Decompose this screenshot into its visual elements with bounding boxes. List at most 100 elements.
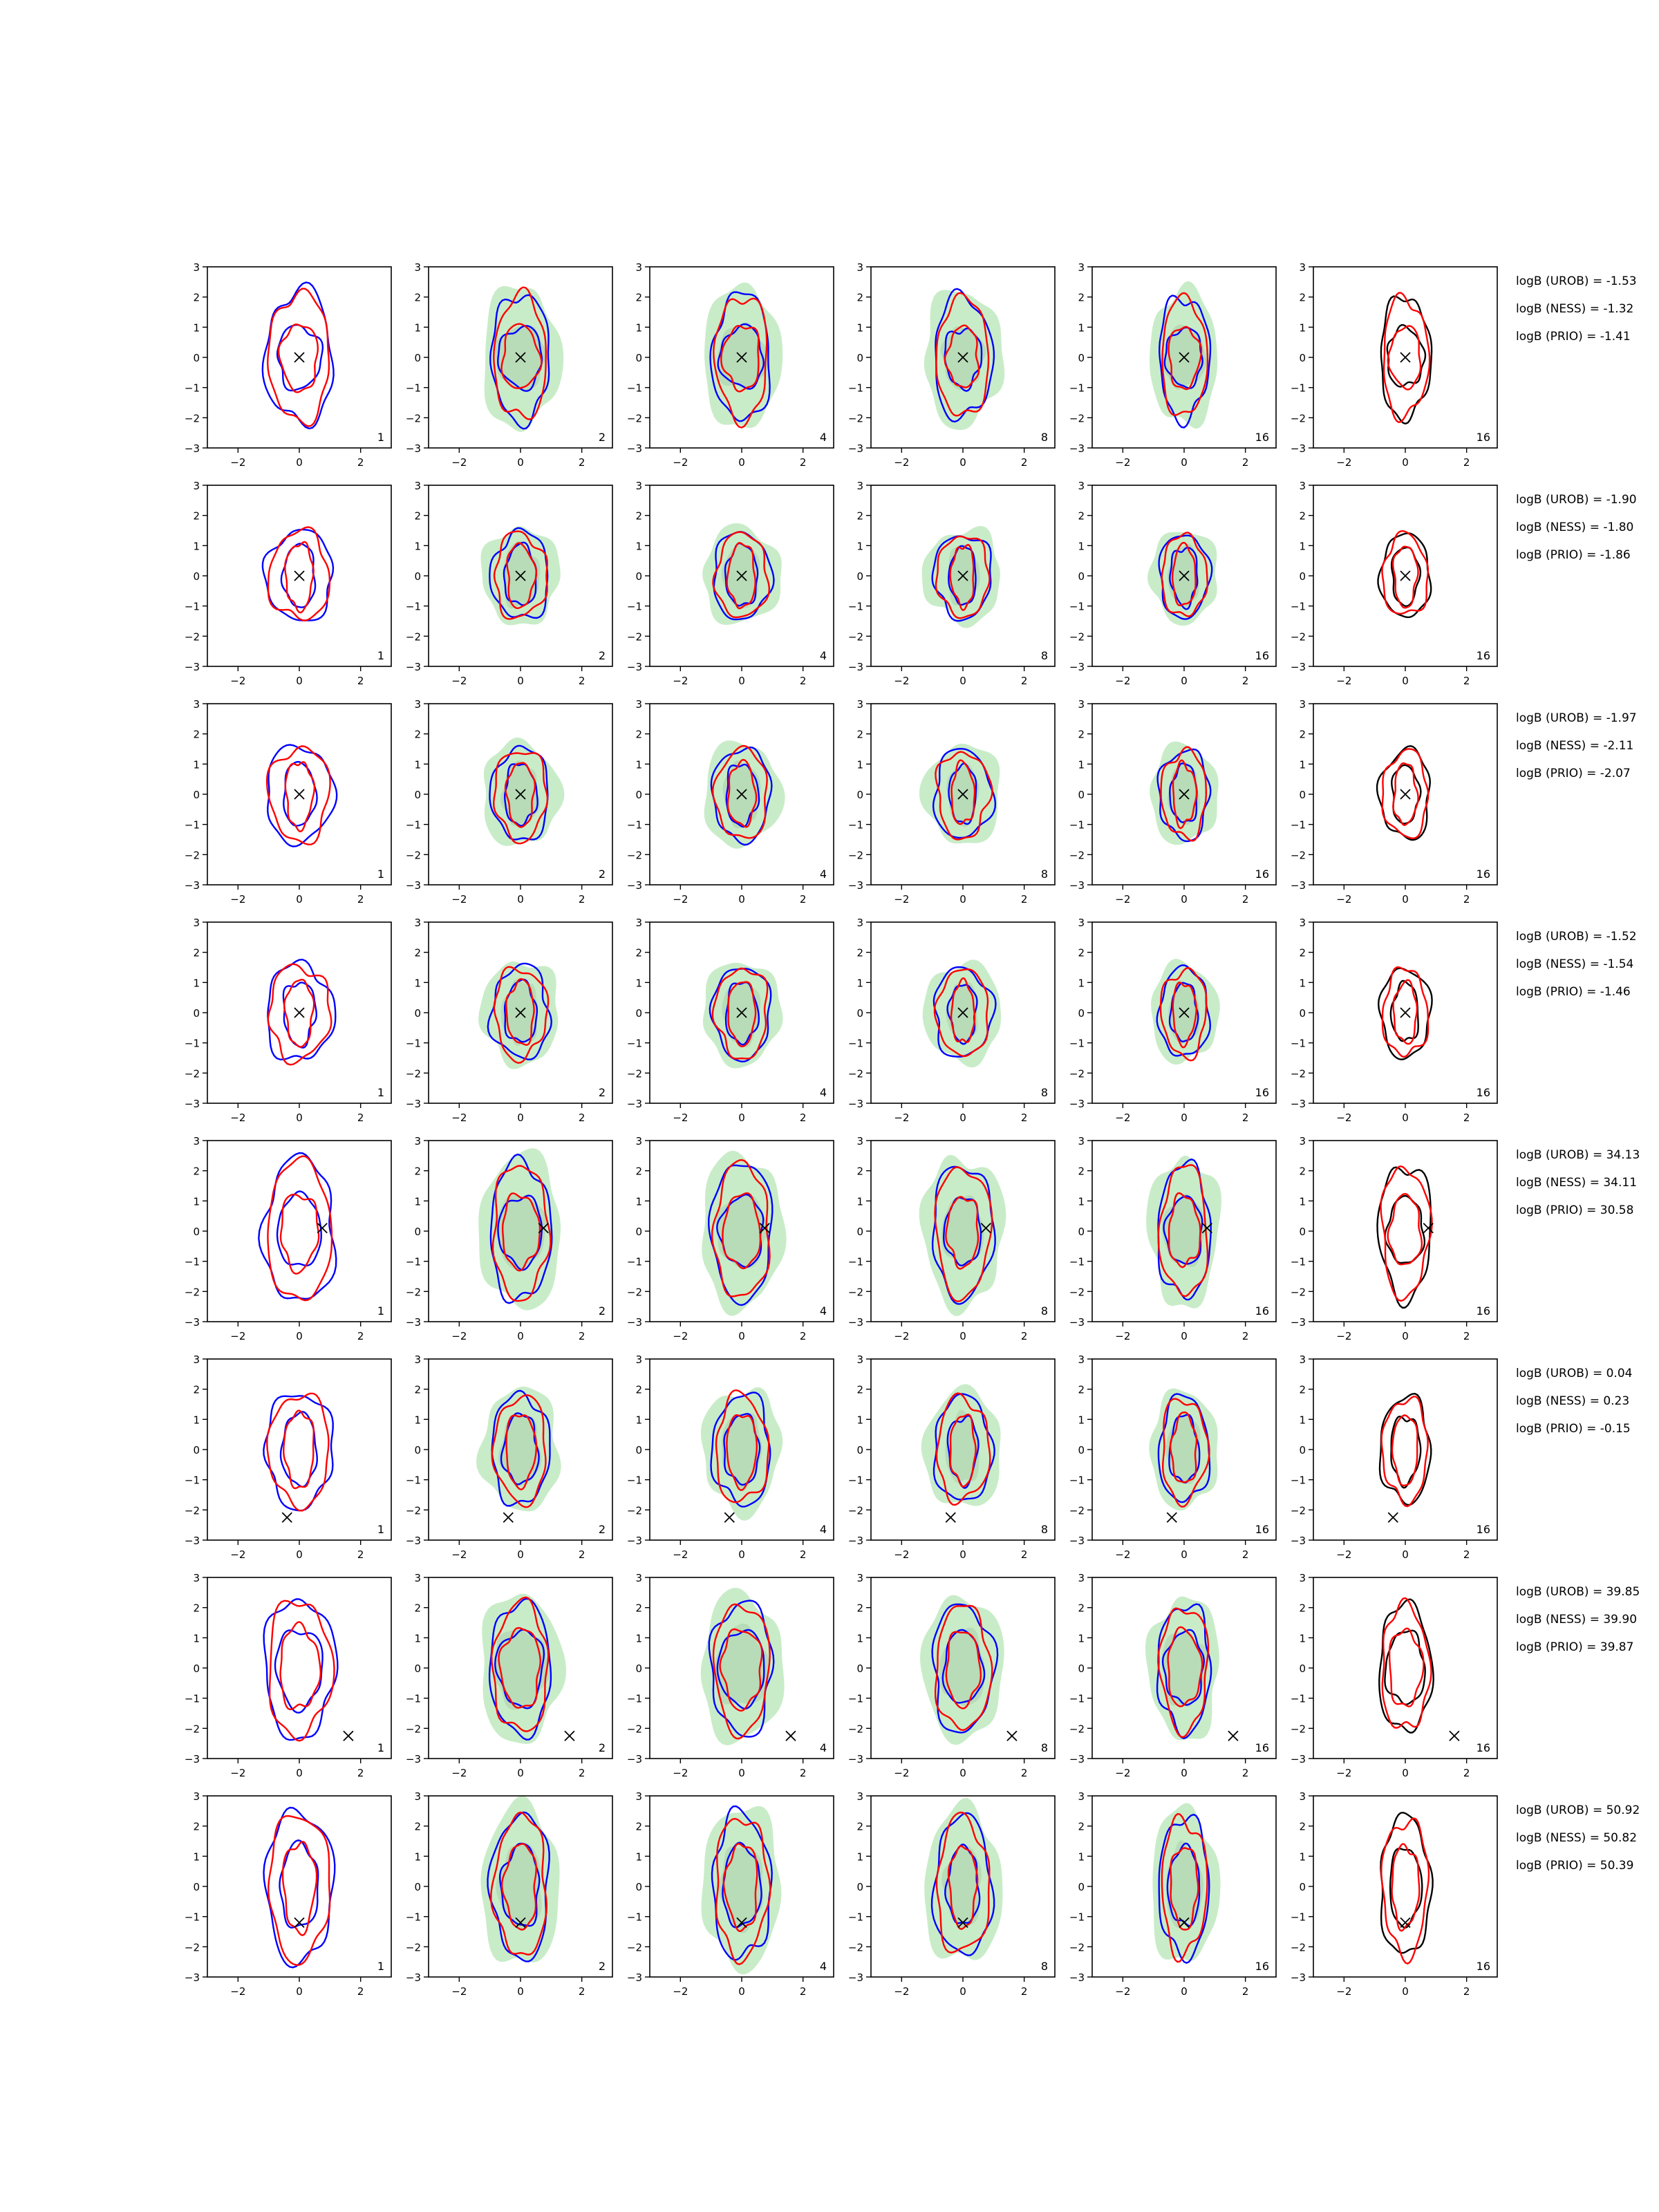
y-tick-label: 2 xyxy=(635,1165,642,1178)
y-tick-label: 0 xyxy=(856,1881,863,1893)
contour-outer-b xyxy=(712,1603,771,1740)
y-tick-label: 1 xyxy=(856,758,863,771)
y-tick-label: −1 xyxy=(185,1474,200,1487)
y-tick-label: −2 xyxy=(406,1286,421,1298)
y-tick-label: 3 xyxy=(414,698,421,711)
axes-frame xyxy=(1313,1358,1498,1541)
x-tick-label: 0 xyxy=(1402,1330,1409,1342)
panel-r3-c2: −3 −2 −1 0 1 2 3 −2 0 2 2 xyxy=(406,698,613,906)
y-tick-label: −1 xyxy=(1291,1911,1306,1924)
contour-inner-b xyxy=(505,977,535,1046)
x-tick-label: 0 xyxy=(738,1548,745,1561)
true-value-marker xyxy=(957,352,968,363)
true-value-marker xyxy=(736,570,747,581)
x-tick-label: 0 xyxy=(517,1548,524,1561)
prior-fill-inner xyxy=(494,1194,547,1270)
y-tick-label: −3 xyxy=(185,1971,200,1984)
contour-inner-a xyxy=(1390,1415,1422,1489)
y-tick-label: 2 xyxy=(1299,510,1306,523)
contour-inner-a xyxy=(276,324,324,392)
y-tick-label: 1 xyxy=(1078,977,1085,989)
true-value-marker xyxy=(1179,789,1190,800)
contour-inner-b xyxy=(1391,545,1419,609)
y-tick-label: 3 xyxy=(414,1135,421,1147)
y-tick-label: 0 xyxy=(414,1881,421,1893)
y-tick-label: 0 xyxy=(1299,570,1306,583)
y-tick-label: 2 xyxy=(856,1384,863,1396)
y-tick-label: 3 xyxy=(635,698,642,711)
y-tick-label: −3 xyxy=(1291,1971,1306,1984)
x-tick-label: 0 xyxy=(959,675,966,687)
y-tick-label: 0 xyxy=(856,570,863,583)
y-tick-label: 0 xyxy=(414,1226,421,1238)
panel-sample-label: 1 xyxy=(377,431,384,444)
y-tick-label: 1 xyxy=(414,1850,421,1863)
y-tick-label: −2 xyxy=(185,1723,200,1735)
true-value-marker xyxy=(957,570,968,581)
y-tick-label: 1 xyxy=(856,1632,863,1644)
panel-sample-label: 4 xyxy=(820,1086,827,1099)
panel-sample-label: 16 xyxy=(1477,1086,1490,1099)
y-tick-label: 1 xyxy=(193,977,200,989)
x-tick-label: 2 xyxy=(357,675,364,687)
contour-outer-a xyxy=(261,281,335,430)
y-tick-label: 2 xyxy=(856,1165,863,1178)
y-tick-label: −3 xyxy=(1291,1535,1306,1547)
logB-label: logB (PRIO) = 39.87 xyxy=(1516,1640,1633,1654)
contour-outer-a xyxy=(487,1811,550,1962)
contour-outer-b xyxy=(1161,532,1208,617)
panel-sample-label: 16 xyxy=(1255,868,1269,881)
x-tick-label: 0 xyxy=(517,675,524,687)
x-tick-label: 2 xyxy=(800,893,807,906)
true-value-marker xyxy=(1006,1730,1018,1741)
y-tick-label: −3 xyxy=(406,1535,421,1547)
panel-r6-c6: −3 −2 −1 0 1 2 3 −2 0 2 16 xyxy=(1291,1353,1498,1561)
y-tick-label: 1 xyxy=(193,758,200,771)
y-tick-label: 3 xyxy=(1299,1135,1306,1147)
contour-inner-b xyxy=(1391,1843,1421,1932)
y-tick-label: 3 xyxy=(193,1353,200,1366)
y-tick-label: 2 xyxy=(1299,947,1306,959)
logB-label: logB (UROB) = 50.92 xyxy=(1516,1803,1640,1817)
panel-r7-c6: −3 −2 −1 0 1 2 3 −2 0 2 16 xyxy=(1291,1572,1498,1779)
x-tick-label: −2 xyxy=(451,456,467,469)
y-tick-label: −3 xyxy=(848,442,863,455)
x-tick-label: −2 xyxy=(1115,675,1130,687)
x-tick-label: −2 xyxy=(1336,1548,1351,1561)
x-tick-label: −2 xyxy=(451,1112,467,1124)
panel-sample-label: 2 xyxy=(599,1086,606,1099)
y-tick-label: −3 xyxy=(185,1098,200,1110)
contour-outer-b xyxy=(713,297,768,429)
x-tick-label: 2 xyxy=(579,456,585,469)
y-tick-label: 0 xyxy=(1078,1881,1085,1893)
contour-outer-b xyxy=(1381,748,1430,840)
y-tick-label: −3 xyxy=(627,1535,642,1547)
x-tick-label: −2 xyxy=(230,456,245,469)
panel-sample-label: 2 xyxy=(599,1523,606,1536)
y-tick-label: 0 xyxy=(1299,1881,1306,1893)
logB-label: logB (PRIO) = -0.15 xyxy=(1516,1422,1631,1436)
y-tick-label: −1 xyxy=(848,601,863,613)
x-tick-label: 2 xyxy=(1021,1985,1028,1998)
y-tick-label: 1 xyxy=(635,321,642,334)
true-value-marker xyxy=(1228,1730,1239,1741)
contour-outer-b xyxy=(1159,966,1208,1062)
panel-sample-label: 16 xyxy=(1255,1304,1269,1318)
contour-outer-b xyxy=(715,1817,771,1965)
contour-outer-a xyxy=(263,1806,336,1969)
true-value-marker xyxy=(785,1730,796,1741)
x-tick-label: 0 xyxy=(959,893,966,906)
y-tick-label: 1 xyxy=(1078,1195,1085,1208)
y-tick-label: 2 xyxy=(193,1821,200,1833)
y-tick-label: −2 xyxy=(627,412,642,424)
contour-outer-a xyxy=(1158,1813,1210,1965)
y-tick-label: −2 xyxy=(1291,412,1306,424)
panel-r5-c5: −3 −2 −1 0 1 2 3 −2 0 2 16 xyxy=(1069,1135,1277,1342)
y-tick-label: 2 xyxy=(193,1165,200,1178)
panel-r6-c2: −3 −2 −1 0 1 2 3 −2 0 2 2 xyxy=(406,1353,613,1561)
y-tick-label: −1 xyxy=(1069,819,1085,832)
y-tick-label: 3 xyxy=(1299,1572,1306,1584)
panel-r4-c6: −3 −2 −1 0 1 2 3 −2 0 2 16 xyxy=(1291,917,1498,1124)
y-tick-label: −2 xyxy=(1291,849,1306,861)
